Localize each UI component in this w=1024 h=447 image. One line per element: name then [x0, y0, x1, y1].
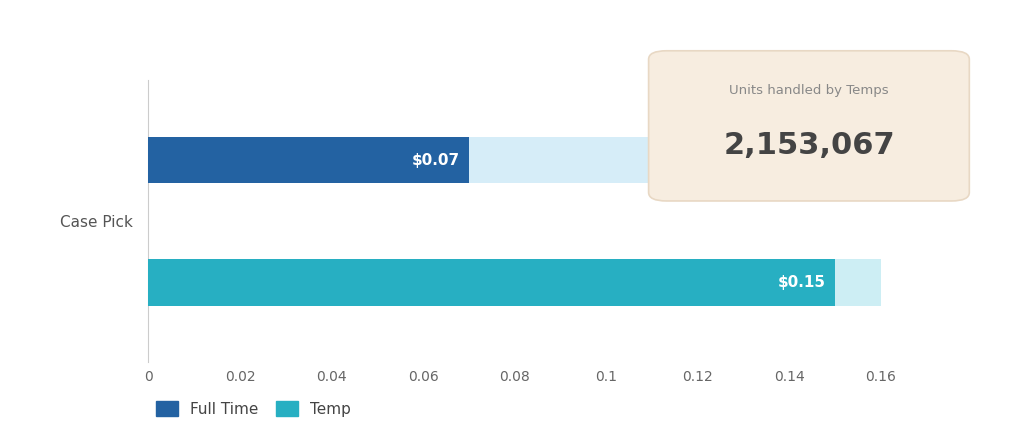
Text: 2,153,067: 2,153,067 — [723, 131, 895, 160]
Text: $0.15: $0.15 — [778, 275, 825, 290]
Bar — [148, 259, 835, 306]
Text: $0.07: $0.07 — [412, 152, 460, 168]
FancyBboxPatch shape — [648, 51, 970, 201]
Text: Cost Per Unit: Cost Per Unit — [454, 17, 570, 35]
Text: ⚡: ⚡ — [970, 18, 980, 33]
Bar — [148, 137, 469, 183]
Text: |: | — [992, 27, 998, 45]
Bar — [148, 259, 881, 306]
Legend: Full Time, Temp: Full Time, Temp — [156, 401, 351, 417]
Text: ⋮: ⋮ — [999, 17, 1018, 35]
Bar — [148, 137, 881, 183]
Text: Units handled by Temps: Units handled by Temps — [729, 84, 889, 97]
